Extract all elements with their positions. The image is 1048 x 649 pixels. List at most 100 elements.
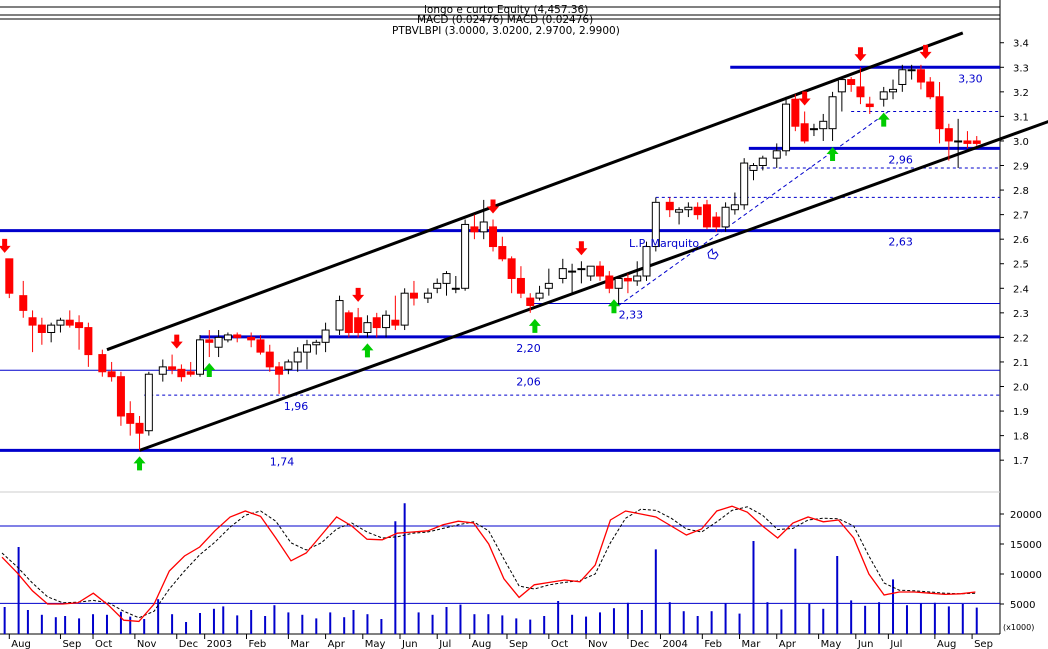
candle-body [354,317,363,333]
price-tick-label: 2.0 [1013,383,1029,394]
candle-body [828,96,837,130]
time-tick-label: Jul [438,639,451,649]
candle-body [596,265,604,277]
candle-body [623,277,632,282]
candle-body [526,297,535,306]
candle-body [233,334,242,338]
candle-body [205,339,214,343]
candle-body [451,287,460,290]
time-tick-label: Apr [779,639,797,649]
candle-body [693,206,702,216]
price-tick-label: 3.2 [1013,88,1029,99]
candle-body [907,69,916,72]
arrows-layer [0,44,932,471]
candle-body [809,128,818,131]
time-tick-label: Apr [328,639,346,649]
price-tick-label: 2.9 [1013,162,1029,173]
candle-body [344,312,353,333]
candle-body [758,157,767,167]
price-tick-label: 3.1 [1013,112,1029,123]
candle-body [749,165,758,171]
levels-layer: 3,30 2,96 2,63 2,20 1,74 2,33 2,06 1,96 [0,65,1000,468]
candle-body [972,140,981,144]
buy-arrow-icon [203,363,216,378]
price-tick-label: 1.8 [1013,432,1029,443]
time-tick-label: Aug [472,639,492,649]
volume-tick-label: 20000 [1010,510,1042,521]
level-label: 1,74 [270,455,295,468]
time-tick-label: Feb [249,639,267,649]
channel-trendline [139,120,1048,452]
candle-body [84,327,93,356]
time-tick-label: Sep [974,639,993,649]
buy-arrow-icon [528,318,541,333]
candle-body [568,270,577,273]
time-tick-label: Nov [137,639,157,649]
candle-body [433,282,442,289]
candle-body [489,226,498,248]
candle-body [954,140,963,143]
candle-body [168,366,177,370]
candle-body [293,351,302,363]
volume-tick-label: 10000 [1010,570,1042,581]
time-tick-label: Jun [401,639,418,649]
candle-body [37,324,46,333]
time-axis: Aug Sep Oct Nov Dec 2003 Feb Mar Apr May Jun Jul Aug… [8,634,993,649]
candle-body [916,69,925,83]
header-ohlc: PTBVLBPI (3.0000, 3.0200, 2.9700, 2.9900… [392,25,620,37]
candle-body [312,341,321,346]
price-tick-label: 2.7 [1013,211,1029,222]
volume-multiplier: (x1000) [1003,623,1034,632]
candle-body [535,292,544,299]
candle-body [791,98,800,127]
candle-body [144,373,153,432]
candle-body [819,120,828,130]
candle-body [186,371,195,375]
oscillator-layer [1,505,976,623]
candle-body [126,413,135,424]
candle-body [116,376,125,417]
buy-arrow-icon [826,146,839,161]
candle-body [391,319,400,326]
candle-body [98,354,107,373]
time-tick-label: Sep [509,639,528,649]
sell-arrow-icon [170,334,183,349]
volume-tick-label: 15000 [1010,540,1042,551]
candle-body [5,258,14,294]
author-annotation: L.P. Marquito [629,237,699,250]
header-macd: MACD (0.02476) MACD (0.02476) [417,14,593,26]
candle-body [19,295,28,311]
price-tick-label: 1.7 [1013,456,1029,467]
candle-body [284,361,293,370]
candle-body [614,277,623,289]
oscillator-main-line [1,505,976,623]
time-tick-label: Sep [62,639,81,649]
candle-body [730,204,739,211]
candle-body [507,258,516,279]
price-tick-label: 3.4 [1013,39,1029,50]
time-tick-label: Jul [889,639,902,649]
candle-body [158,366,167,375]
candle-body [516,277,525,294]
candle-body [665,201,674,211]
candle-body [214,336,223,348]
sell-arrow-icon [352,287,365,302]
candle-body [712,216,721,228]
candle-body [423,292,432,299]
time-tick-label: Dec [179,639,198,649]
candle-body [28,317,37,326]
sell-arrow-icon [487,199,500,214]
candle-body [865,103,874,108]
price-tick-label: 2.8 [1013,186,1029,197]
candle-body [889,88,898,93]
candle-body [442,273,451,284]
hand-cursor-icon [707,247,719,260]
candle-body [56,319,65,326]
sell-arrow-icon [0,238,11,253]
candle-body [363,322,372,333]
time-tick-label: Oct [551,639,568,649]
time-tick-label: Aug [11,639,31,649]
candle-body [382,314,391,329]
